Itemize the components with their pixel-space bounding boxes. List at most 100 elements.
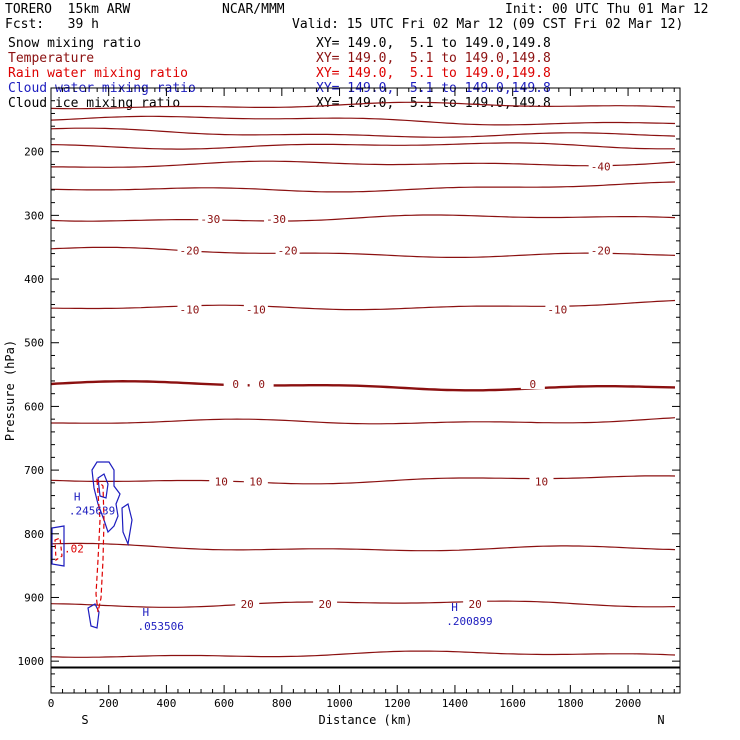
isotherm-label: -10: [246, 304, 266, 317]
field-xy-first: XY= 149.0, 5.1 to 149.0,149.8: [316, 36, 551, 51]
isotherm-line: [50, 214, 676, 222]
x-tick-label: 0: [48, 697, 55, 710]
isotherm-line: [51, 160, 676, 168]
cloud-water-contour: [87, 603, 100, 629]
x-tick-label: 800: [272, 697, 292, 710]
isotherm-line: [50, 475, 676, 485]
isotherm-label-bg: [209, 475, 234, 487]
isotherm-label: 0: [258, 378, 265, 391]
x-axis-title: Distance (km): [319, 713, 413, 727]
isotherm-line: [50, 127, 676, 138]
cloud-water-contour: [121, 503, 133, 547]
rain-water-contour: [54, 537, 63, 562]
isotherm-line: [50, 246, 676, 258]
y-tick-label: 200: [24, 146, 44, 159]
y-tick-label: 900: [24, 591, 44, 604]
y-tick-label: 600: [24, 400, 44, 413]
isotherm-label: 0: [232, 378, 239, 391]
isotherm-line: [51, 299, 676, 311]
cloud-water-contour: [51, 525, 65, 567]
y-tick-label: 300: [24, 209, 44, 222]
isotherm-label-bg: [545, 303, 570, 315]
isotherm-line: [50, 142, 675, 150]
valid-time: Valid: 15 UTC Fri 02 Mar 12 (09 CST Fri …: [292, 17, 684, 32]
isotherm-label: 20: [318, 598, 331, 611]
isotherm-label-bg: [243, 303, 268, 315]
isotherm-label: 0: [530, 378, 537, 391]
y-tick-label: 700: [24, 464, 44, 477]
forecast-hour: Fcst: 39 h: [5, 17, 99, 32]
x-tick-label: 200: [99, 697, 119, 710]
isotherm-label-bg: [177, 303, 202, 315]
isotherm-line: [50, 542, 676, 552]
x-axis-left-end: S: [81, 713, 88, 727]
maximum-marker: H: [74, 490, 81, 503]
isotherm-label-bg: [463, 597, 488, 609]
y-tick-label: 1000: [18, 655, 45, 668]
isotherm-line: [50, 181, 676, 193]
isotherm-line: [50, 101, 676, 110]
isotherm-line: [50, 600, 676, 608]
isotherm-label-bg: [198, 213, 223, 225]
x-tick-label: 1800: [557, 697, 584, 710]
isotherm-line: [50, 379, 676, 392]
isotherm-label: 20: [469, 598, 482, 611]
field-label-snow: Snow mixing ratio: [8, 36, 142, 51]
isotherm-label-bg: [529, 475, 554, 487]
y-axis-title: Pressure (hPa): [3, 340, 17, 441]
isotherm-label: -20: [278, 244, 298, 257]
isotherm-label-bg: [313, 597, 338, 609]
plot-frame: [50, 87, 681, 694]
isotherm-label: -20: [591, 244, 611, 257]
isotherm-label-bg: [235, 597, 260, 609]
isotherm-label: -40: [591, 160, 611, 173]
model-title: TORERO 15km ARW: [5, 2, 131, 17]
isotherm-label: -30: [266, 213, 286, 226]
isotherm-label-bg: [275, 244, 300, 256]
isotherm-label-bg: [264, 213, 289, 225]
field-label-rain: Rain water mixing ratio: [8, 66, 189, 81]
isotherm-label: -30: [200, 213, 220, 226]
isotherm-label: 10: [535, 476, 548, 489]
maximum-value: .200899: [446, 615, 492, 628]
maximum-marker: H: [451, 601, 458, 614]
isotherm-label: 10: [215, 476, 228, 489]
y-tick-label: 400: [24, 273, 44, 286]
y-tick-label: 500: [24, 337, 44, 350]
isotherm-label: -20: [180, 244, 200, 257]
field-xy-temperature: XY= 149.0, 5.1 to 149.0,149.8: [316, 51, 551, 66]
field-xy-rain: XY= 149.0, 5.1 to 149.0,149.8: [316, 66, 551, 81]
isotherm-label-bg: [588, 244, 613, 256]
isotherm-line: [50, 115, 676, 126]
isotherm-label-bg: [588, 160, 613, 172]
init-time: Init: 00 UTC Thu 01 Mar 12: [505, 2, 709, 17]
x-tick-label: 1200: [384, 697, 411, 710]
x-tick-label: 1400: [442, 697, 469, 710]
x-tick-label: 600: [214, 697, 234, 710]
isotherm-label-bg: [243, 475, 268, 487]
isotherm-label: 10: [249, 476, 262, 489]
maximum-value: .053506: [138, 620, 184, 633]
isotherm-label-bg: [520, 378, 545, 390]
maximum-value: .245639: [69, 504, 115, 517]
maximum-marker: H: [143, 606, 150, 619]
cloud-water-contour: [97, 473, 109, 499]
rain-water-contour: [95, 478, 105, 613]
isotherm-line: [50, 650, 676, 658]
isotherm-line: [51, 417, 676, 425]
center-title: NCAR/MMM: [222, 2, 285, 17]
x-tick-label: 400: [156, 697, 176, 710]
x-tick-label: 1600: [499, 697, 526, 710]
temperature-isotherms: -40 -30 -30 -20 -20 -20 -10 -10 -10 0 0 0 10 10 10 20 20…: [50, 101, 676, 658]
isotherm-label: 20: [241, 598, 254, 611]
isotherm-label-bg: [249, 378, 274, 390]
x-tick-label: 1000: [326, 697, 353, 710]
x-tick-label: 2000: [615, 697, 642, 710]
cloud-features: [51, 461, 133, 629]
maximum-value: .02: [64, 543, 84, 556]
field-label-temperature: Temperature: [8, 51, 95, 66]
isotherm-label-bg: [223, 378, 248, 390]
